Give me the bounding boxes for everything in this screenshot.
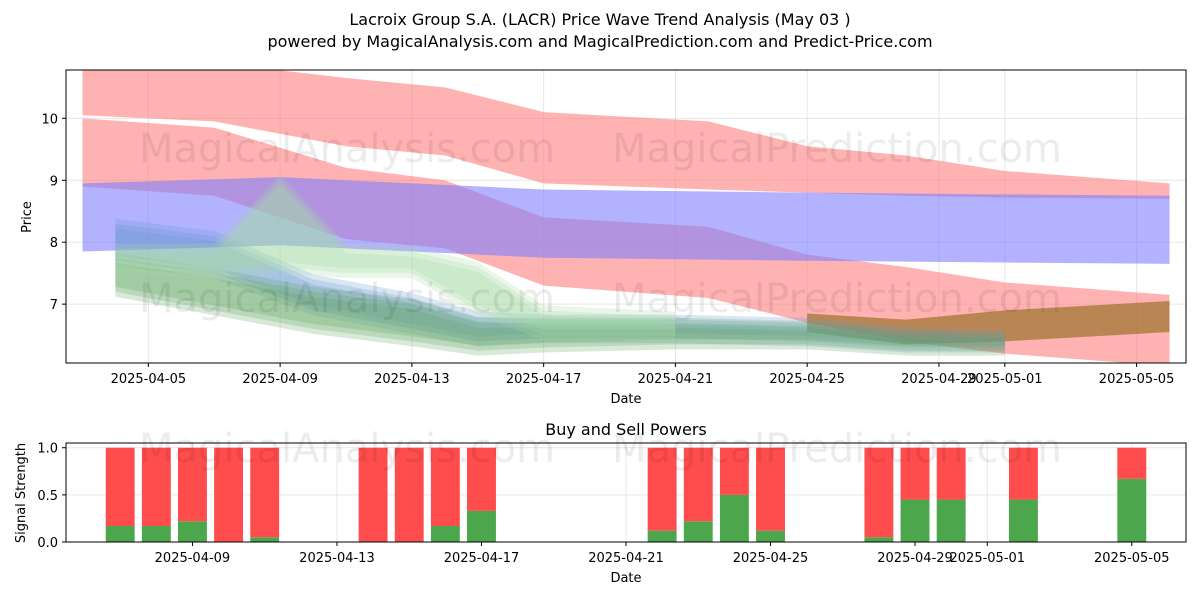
power-x-tick-label: 2025-04-13 [299,551,375,566]
price-x-ticks: 2025-04-05 2025-04-09 2025-04-13 2025-04-17… [111,363,1175,387]
price-band-0 [82,70,1170,199]
sell-bar [1008,447,1038,500]
buy-bar [430,525,460,542]
watermark-analysis-bottom: MagicalAnalysis.com [139,426,555,472]
power-x-tick-label: 2025-05-01 [950,551,1026,566]
sell-bar [214,447,244,542]
sell-bar [105,447,135,526]
price-plot-frame [65,69,1187,364]
sell-bar [178,447,207,522]
buy-bar [1008,499,1038,542]
price-band-2 [82,177,1170,264]
wave-band-0-0 [115,228,1005,353]
price-chart: MagicalAnalysis.com MagicalPrediction.co… [20,69,1187,407]
watermark-prediction-bottom: MagicalPrediction.com [612,426,1062,472]
sell-bar [250,447,280,538]
price-y-axis-label: Price [20,201,35,233]
power-y-tick-label: 0.5 [37,489,58,504]
buy-bar [250,537,280,542]
watermark-analysis-mid: MagicalAnalysis.com [139,276,555,322]
wave-band-1-2 [115,252,1005,346]
sell-bar [394,447,424,542]
buy-bar [467,510,496,542]
power-x-axis-label: Date [610,571,641,586]
wave-band-1-1 [115,257,1005,351]
power-x-tick-label: 2025-04-09 [155,551,231,566]
price-x-tick-label: 2025-04-29 [901,372,977,387]
watermark-prediction-mid: MagicalPrediction.com [612,276,1062,322]
buy-bar [1117,478,1147,542]
price-x-tick-label: 2025-04-05 [111,372,187,387]
figure-subtitle: powered by MagicalAnalysis.com and Magic… [267,32,932,51]
buy-bar [178,521,207,542]
price-y-ticks: 7 8 9 10 [41,112,66,313]
sell-bar [683,447,713,522]
sell-bar [936,447,966,500]
price-y-tick-label: 8 [50,236,58,251]
price-x-tick-label: 2025-05-01 [967,372,1043,387]
price-x-tick-label: 2025-04-17 [506,372,582,387]
wave-band-0-2 [115,218,1005,343]
power-x-tick-label: 2025-04-29 [877,551,953,566]
sell-bar [467,447,496,511]
price-x-tick-label: 2025-04-21 [638,372,714,387]
price-y-tick-label: 7 [50,298,58,313]
price-band-3 [807,301,1170,345]
price-bands [82,70,1170,363]
buy-bar [864,537,894,542]
buy-bar [936,499,966,542]
sell-bar [358,447,388,542]
price-y-tick-label: 10 [41,112,58,127]
power-x-tick-label: 2025-05-05 [1094,551,1170,566]
price-y-tick-label: 9 [50,174,58,189]
buy-bar [683,521,713,542]
watermark-analysis-top: MagicalAnalysis.com [139,126,555,172]
power-x-tick-label: 2025-04-25 [733,551,809,566]
buy-bar [756,530,785,542]
sell-bar [430,447,460,526]
buy-bar [647,530,677,542]
sell-bar [647,447,677,531]
wave-band-0-1 [115,223,1005,348]
wave-band-1-0 [115,262,1005,356]
price-x-tick-label: 2025-05-05 [1099,372,1175,387]
sell-bar [756,447,785,531]
buy-bar [141,525,171,542]
sell-bar [719,447,749,495]
power-chart: Buy and Sell Powers MagicalAnalysis.com … [14,420,1187,586]
price-x-tick-label: 2025-04-09 [242,372,318,387]
power-x-tick-label: 2025-04-21 [588,551,664,566]
power-y-axis-label: Signal Strength [14,443,29,543]
figure-title: Lacroix Group S.A. (LACR) Price Wave Tre… [349,10,850,29]
price-x-tick-label: 2025-04-13 [374,372,450,387]
buy-bar [105,525,135,542]
power-x-tick-label: 2025-04-17 [444,551,520,566]
power-x-ticks: 2025-04-09 2025-04-13 2025-04-17 2025-04-21… [155,542,1170,566]
price-x-tick-label: 2025-04-25 [769,372,845,387]
price-x-axis-label: Date [610,392,641,407]
power-y-ticks: 0.0 0.5 1.0 [37,442,66,551]
sell-bar [900,447,930,500]
buy-bar [900,499,930,542]
power-chart-title: Buy and Sell Powers [545,420,707,439]
power-bars [105,447,1147,542]
sell-bar [141,447,171,526]
sell-bar [864,447,894,538]
watermark-prediction-top: MagicalPrediction.com [612,126,1062,172]
sell-bar [1117,447,1147,479]
power-y-tick-label: 1.0 [37,442,58,457]
wave-band-2-2 [115,175,676,331]
buy-bar [719,494,749,542]
wave-band-2-1 [115,180,676,336]
wave-band-2-0 [115,185,676,341]
power-y-tick-label: 0.0 [37,536,58,551]
